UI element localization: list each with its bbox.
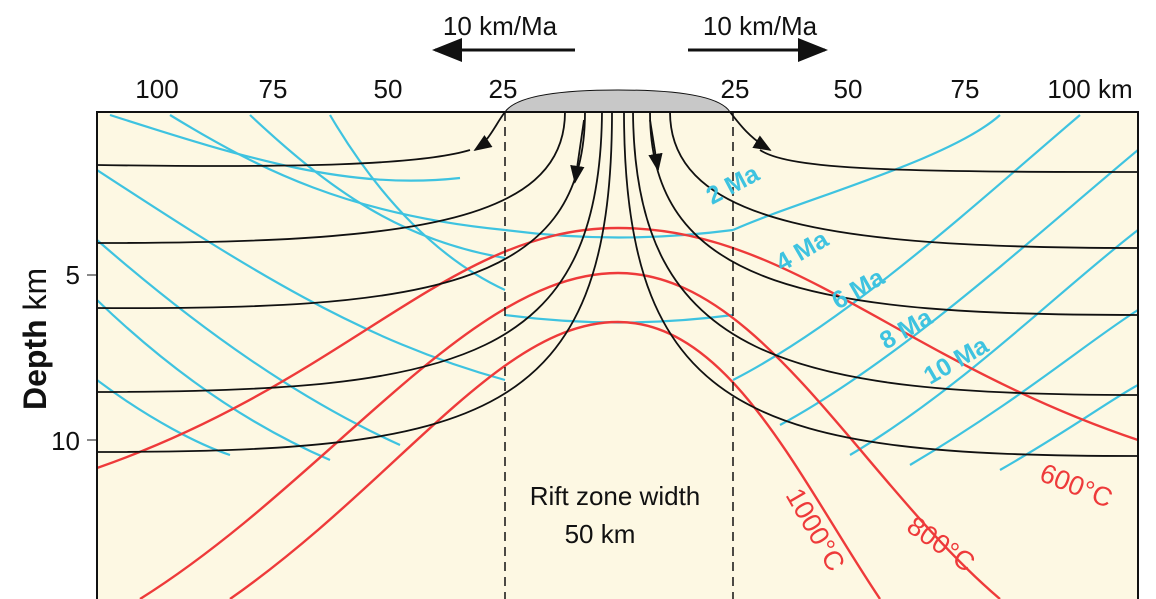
depth-unit: km bbox=[17, 268, 53, 311]
tick-label: 25 bbox=[489, 74, 518, 104]
tick-label: 50 bbox=[834, 74, 863, 104]
depth-title-text: Depth bbox=[17, 319, 53, 410]
arrow-label: 10 km/Ma bbox=[703, 11, 818, 41]
tick-label: 100 bbox=[135, 74, 178, 104]
arrow-label: 10 km/Ma bbox=[443, 11, 558, 41]
rift-width: 50 km bbox=[565, 519, 636, 549]
tick-label: 100 km bbox=[1047, 74, 1132, 104]
tick-label: 50 bbox=[374, 74, 403, 104]
depth-tick: 5 bbox=[66, 260, 80, 290]
diagram: 10 km/Ma 10 km/Ma 100 75 50 25 25 50 75 … bbox=[0, 0, 1156, 599]
depth-title: Depth km bbox=[17, 268, 53, 410]
tick-label: 75 bbox=[951, 74, 980, 104]
rift-label: Rift zone width bbox=[530, 481, 701, 511]
dome bbox=[505, 90, 730, 112]
tick-label: 75 bbox=[259, 74, 288, 104]
tick-label: 25 bbox=[721, 74, 750, 104]
depth-tick: 10 bbox=[51, 426, 80, 456]
